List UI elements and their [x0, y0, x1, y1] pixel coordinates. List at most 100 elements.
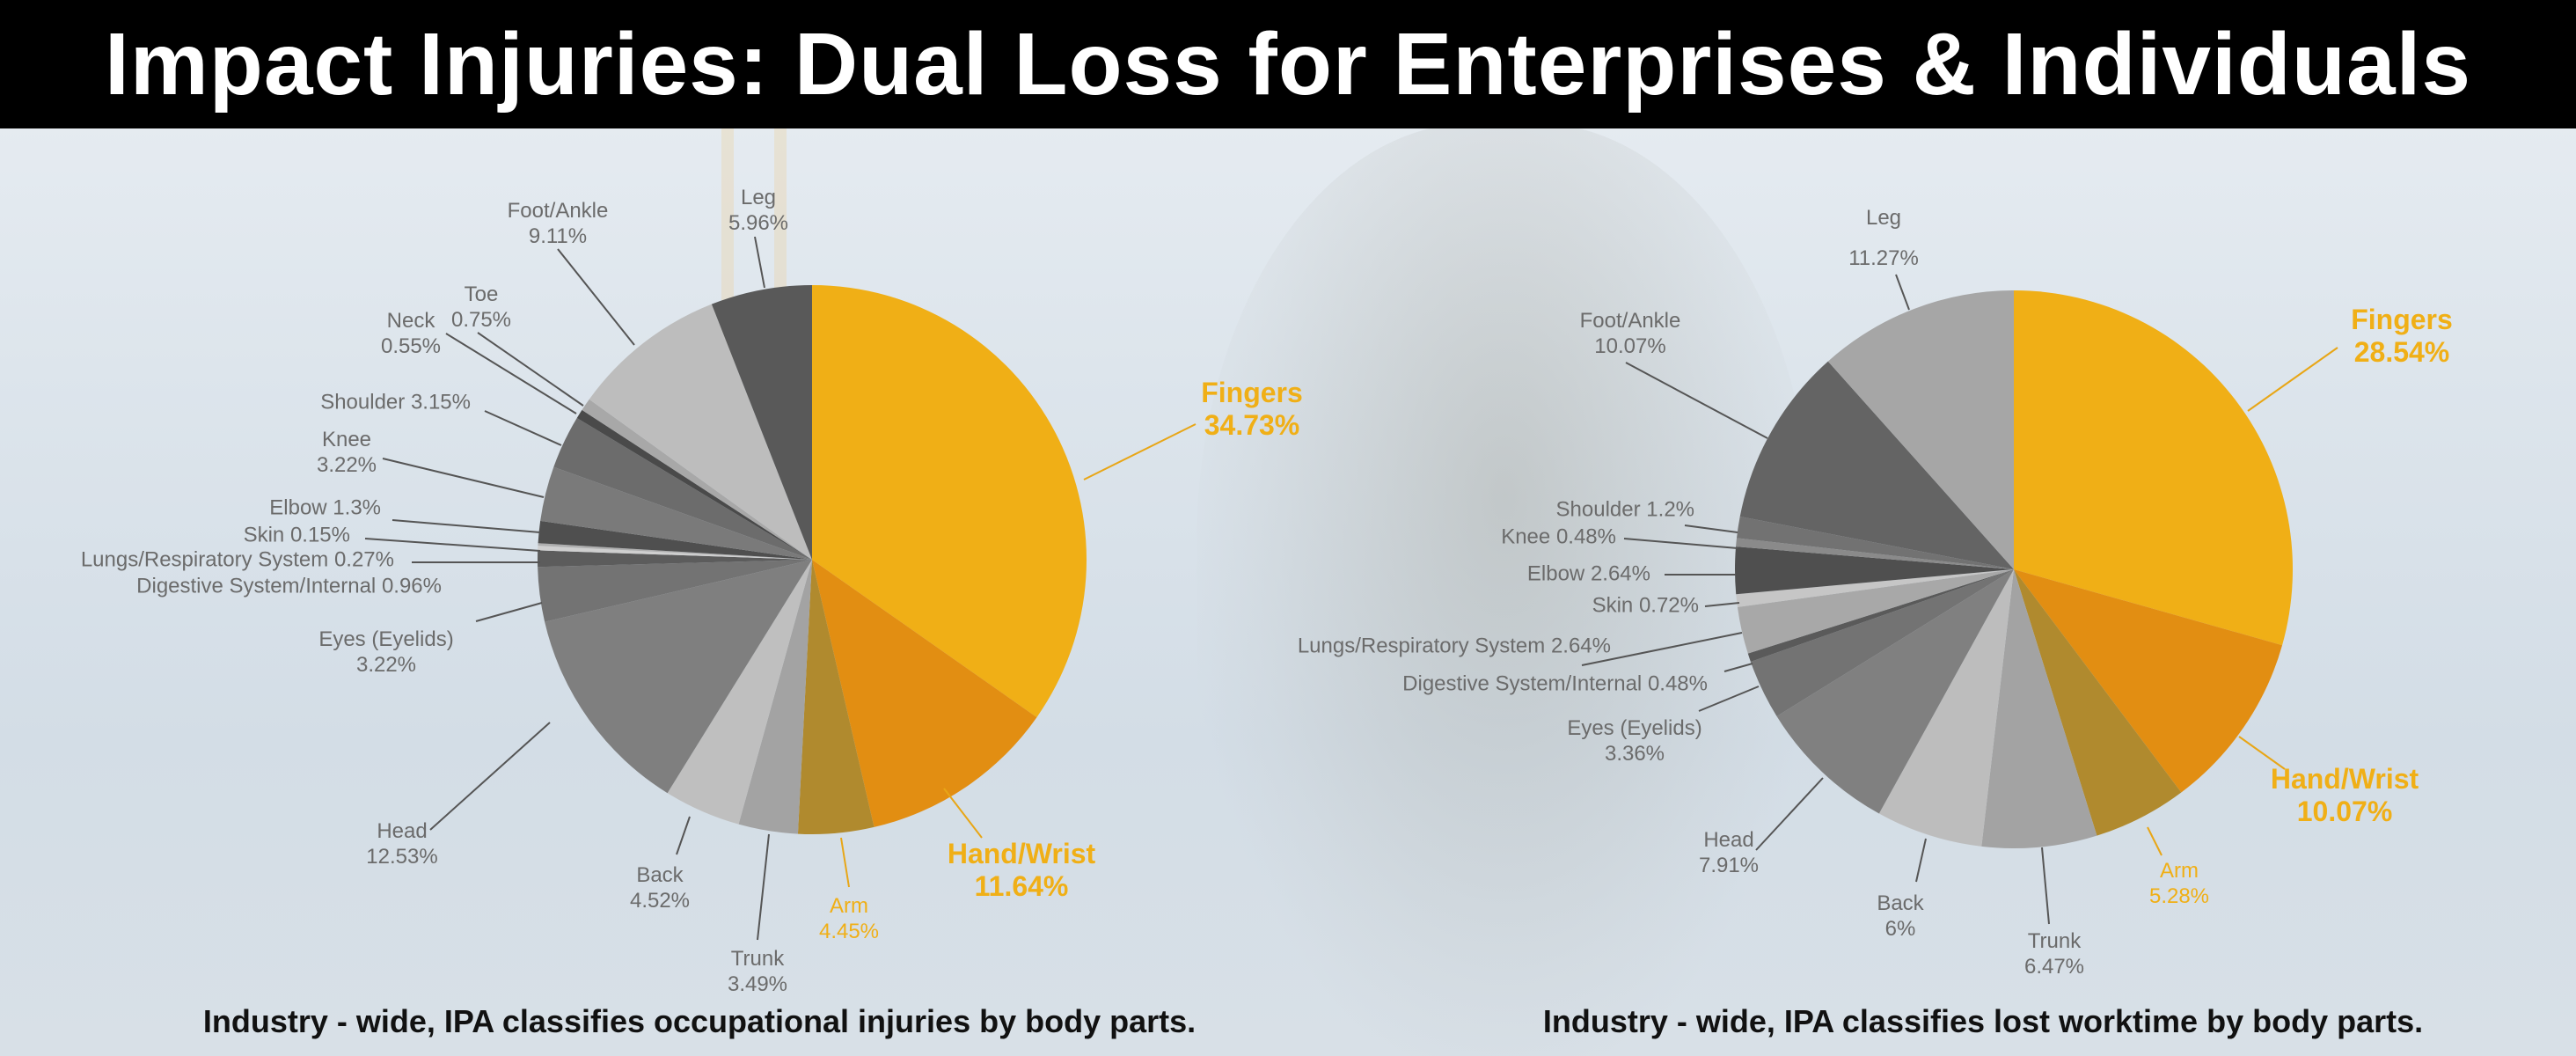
left-data-label-fingers: Fingers 34.73% — [1201, 377, 1303, 442]
left-leader-line-fingers — [1083, 423, 1197, 480]
left-data-label-trunk: Trunk 3.49% — [728, 946, 787, 997]
slice-value: 6.47% — [2023, 955, 2085, 979]
left-leader-line-skin — [364, 538, 541, 552]
right-data-label-eyes-eyelids: Eyes (Eyelids) 3.36% — [1567, 715, 1701, 766]
background-diver-photo — [1197, 123, 1812, 1056]
left-pie-slice-trunk — [738, 560, 812, 834]
left-pie-slice-head — [545, 560, 812, 794]
right-data-label-foot-ankle: Foot/Ankle 10.07% — [1580, 308, 1681, 359]
left-pie-slice-lungs-respiratory-system — [538, 546, 812, 560]
left-data-label-elbow: Elbow 1.3% — [269, 495, 381, 521]
left-leader-line-hand-wrist — [943, 788, 983, 839]
title-bar: Impact Injuries: Dual Loss for Enterpris… — [0, 0, 2576, 128]
left-data-label-digestive-system-internal: Digestive System/Internal 0.96% — [136, 574, 442, 599]
right-pie-slice-shoulder — [1737, 517, 2014, 569]
slice-value: 4.45% — [818, 920, 880, 943]
left-pie-slice-digestive-system-internal — [538, 550, 812, 568]
slice-name: Foot/Ankle — [507, 199, 609, 223]
left-data-label-lungs-respiratory-system: Lungs/Respiratory System 0.27% — [81, 547, 394, 573]
left-leader-line-elbow — [392, 519, 541, 533]
left-leader-line-knee — [382, 458, 545, 498]
left-leader-line-back — [676, 816, 691, 855]
right-data-label-elbow: Elbow 2.64% — [1527, 561, 1650, 587]
left-pie-slice-knee — [540, 466, 812, 560]
right-leader-line-digestive-system-internal — [1723, 663, 1753, 672]
slice-value: 3.49% — [727, 972, 788, 996]
left-pie-slice-elbow — [538, 520, 812, 560]
slice-value: 0.55% — [380, 334, 442, 358]
left-pie-slice-skin — [538, 543, 812, 560]
slice-value: 3.15% — [410, 390, 471, 414]
slice-value: 4.52% — [629, 889, 691, 913]
left-data-label-neck: Neck 0.55% — [381, 308, 441, 359]
slice-value: 10.07% — [1594, 334, 1666, 358]
slice-value: 10.07% — [2296, 796, 2393, 827]
slice-value: 2.64% — [1550, 634, 1611, 658]
slice-name: Eyes (Eyelids) — [318, 627, 454, 651]
left-pie-slice-neck — [576, 409, 812, 560]
slice-value: 0.96% — [381, 574, 442, 598]
left-leader-line-foot-ankle — [557, 248, 635, 346]
slice-value: 2.64% — [1590, 561, 1650, 586]
right-leader-line-shoulder — [1684, 524, 1738, 533]
right-leader-line-arm — [2147, 826, 2163, 856]
slice-value: 12.53% — [366, 845, 438, 869]
left-data-label-knee: Knee 3.22% — [317, 427, 377, 478]
slice-name: Neck — [386, 309, 435, 333]
right-data-label-lungs-respiratory-system: Lungs/Respiratory System 2.64% — [1298, 634, 1611, 659]
slice-name: Head — [1703, 828, 1754, 852]
right-pie-slice-lungs-respiratory-system — [1737, 569, 2014, 654]
right-leader-line-lungs-respiratory-system — [1581, 632, 1743, 666]
right-pie-slice-trunk — [1981, 569, 2097, 849]
right-leader-line-leg — [1895, 274, 1910, 311]
slice-name: Elbow — [1526, 561, 1585, 586]
slice-name: Toe — [464, 282, 499, 306]
slice-value: 1.2% — [1646, 497, 1694, 522]
left-leader-line-shoulder — [484, 410, 562, 446]
left-pie-slice-foot-ankle — [589, 304, 812, 560]
left-data-label-foot-ankle: Foot/Ankle 9.11% — [508, 198, 609, 249]
slice-name: Head — [377, 819, 428, 843]
left-data-label-toe: Toe 0.75% — [451, 282, 511, 333]
slice-value: 6% — [1884, 917, 1916, 941]
slice-value: 0.72% — [1638, 593, 1699, 618]
slice-name: Back — [636, 863, 684, 887]
slice-value: 11.64% — [974, 870, 1069, 902]
slice-value: 0.48% — [1647, 671, 1708, 696]
slice-value: 5.96% — [728, 211, 789, 235]
right-pie-slice-digestive-system-internal — [1747, 569, 2014, 662]
right-pie-slice-eyes-eyelids — [1750, 569, 2014, 717]
slice-name: Hand/Wrist — [2270, 763, 2419, 795]
slice-value: 3.22% — [316, 453, 377, 477]
slice-name: Foot/Ankle — [1579, 309, 1681, 333]
right-data-label-digestive-system-internal: Digestive System/Internal 0.48% — [1402, 671, 1708, 697]
slice-name: Lungs/Respiratory System — [1297, 634, 1546, 658]
slice-value: 3.36% — [1604, 742, 1665, 766]
right-pie-slice-arm — [2014, 569, 2182, 836]
slice-name: Skin — [243, 523, 285, 547]
right-leader-line-fingers — [2247, 347, 2338, 412]
slice-name: Knee — [1501, 524, 1551, 549]
right-data-label-leg: Leg 11.27% — [1848, 198, 1919, 279]
slice-name: Arm — [2160, 859, 2199, 883]
left-data-label-shoulder: Shoulder 3.15% — [320, 390, 471, 415]
left-leader-line-trunk — [757, 833, 770, 941]
slice-value: 34.73% — [1204, 409, 1300, 441]
slice-value: 28.54% — [2353, 336, 2450, 368]
slice-value: 3.22% — [355, 653, 417, 677]
slice-name: Skin — [1592, 593, 1634, 618]
right-pie-slice-fingers — [2014, 290, 2293, 646]
right-leader-line-hand-wrist — [2238, 736, 2286, 770]
slice-name: Arm — [830, 894, 868, 918]
left-leader-line-neck — [445, 333, 577, 414]
slice-name: Back — [1877, 891, 1924, 915]
slice-name: Fingers — [1201, 377, 1303, 408]
slice-value: 0.48% — [1555, 524, 1616, 549]
right-data-label-knee: Knee 0.48% — [1501, 524, 1616, 550]
right-data-label-fingers: Fingers 28.54% — [2351, 304, 2453, 369]
right-pie-slice-foot-ankle — [1739, 361, 2014, 569]
slice-name: Shoulder — [1555, 497, 1641, 522]
right-leader-line-knee — [1623, 538, 1738, 549]
right-leader-line-head — [1755, 777, 1824, 851]
right-pie-slice-back — [1878, 569, 2014, 847]
